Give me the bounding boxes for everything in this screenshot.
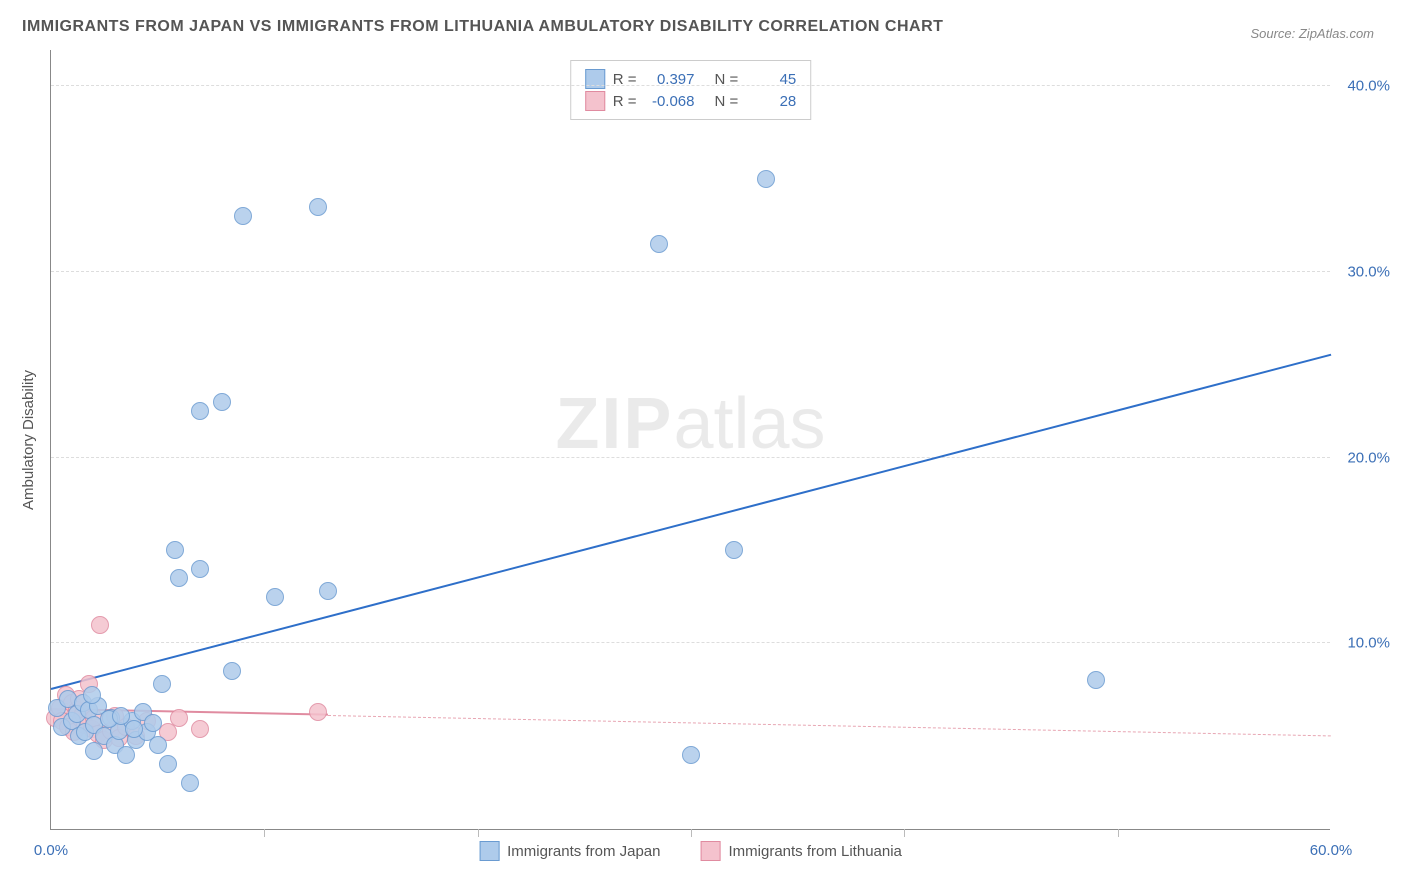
gridline-horizontal [51,271,1330,272]
r-label: R = [613,93,637,110]
gridline-horizontal [51,457,1330,458]
data-point [309,703,327,721]
data-point [725,541,743,559]
y-axis-label: Ambulatory Disability [20,370,37,510]
x-tick-label: 60.0% [1310,842,1353,859]
data-point [319,582,337,600]
data-point [166,541,184,559]
data-point [191,402,209,420]
y-tick-label: 30.0% [1335,263,1390,280]
legend-label-series2: Immigrants from Lithuania [728,843,901,860]
data-point [149,736,167,754]
legend-swatch-series1 [479,841,499,861]
stats-row-series2: R = -0.068 N = 28 [585,91,797,111]
x-minor-tick [691,829,692,837]
data-point [170,709,188,727]
data-point [85,742,103,760]
data-point [757,170,775,188]
legend-item-series1: Immigrants from Japan [479,841,660,861]
swatch-series2 [585,91,605,111]
watermark: ZIPatlas [555,383,825,465]
gridline-horizontal [51,642,1330,643]
data-point [682,746,700,764]
data-point [117,746,135,764]
x-minor-tick [264,829,265,837]
data-point [191,560,209,578]
x-tick-label: 0.0% [34,842,68,859]
watermark-zip: ZIP [555,384,673,464]
legend-swatch-series2 [700,841,720,861]
data-point [1087,671,1105,689]
correlation-stats-box: R = 0.397 N = 45 R = -0.068 N = 28 [570,60,812,120]
legend-item-series2: Immigrants from Lithuania [700,841,901,861]
regression-line-series1 [51,353,1331,689]
x-minor-tick [1118,829,1119,837]
plot-area: ZIPatlas R = 0.397 N = 45 R = -0.068 N =… [50,50,1330,830]
data-point [191,720,209,738]
r-value-series2: -0.068 [645,93,695,110]
regression-line-series2-dash [328,715,1331,736]
data-point [309,198,327,216]
data-point [234,207,252,225]
data-point [170,569,188,587]
data-point [91,616,109,634]
gridline-horizontal [51,85,1330,86]
n-label: N = [715,93,739,110]
legend-label-series1: Immigrants from Japan [507,843,660,860]
data-point [650,235,668,253]
data-point [125,720,143,738]
data-point [223,662,241,680]
data-point [213,393,231,411]
data-point [266,588,284,606]
data-point [83,686,101,704]
data-point [181,774,199,792]
y-tick-label: 20.0% [1335,449,1390,466]
data-point [159,755,177,773]
n-value-series2: 28 [746,93,796,110]
watermark-atlas: atlas [673,384,825,464]
x-minor-tick [904,829,905,837]
source-attribution: Source: ZipAtlas.com [1250,26,1374,41]
y-tick-label: 10.0% [1335,635,1390,652]
chart-title: IMMIGRANTS FROM JAPAN VS IMMIGRANTS FROM… [22,18,943,36]
data-point [153,675,171,693]
bottom-legend: Immigrants from Japan Immigrants from Li… [479,841,902,861]
data-point [144,714,162,732]
x-minor-tick [478,829,479,837]
y-tick-label: 40.0% [1335,78,1390,95]
